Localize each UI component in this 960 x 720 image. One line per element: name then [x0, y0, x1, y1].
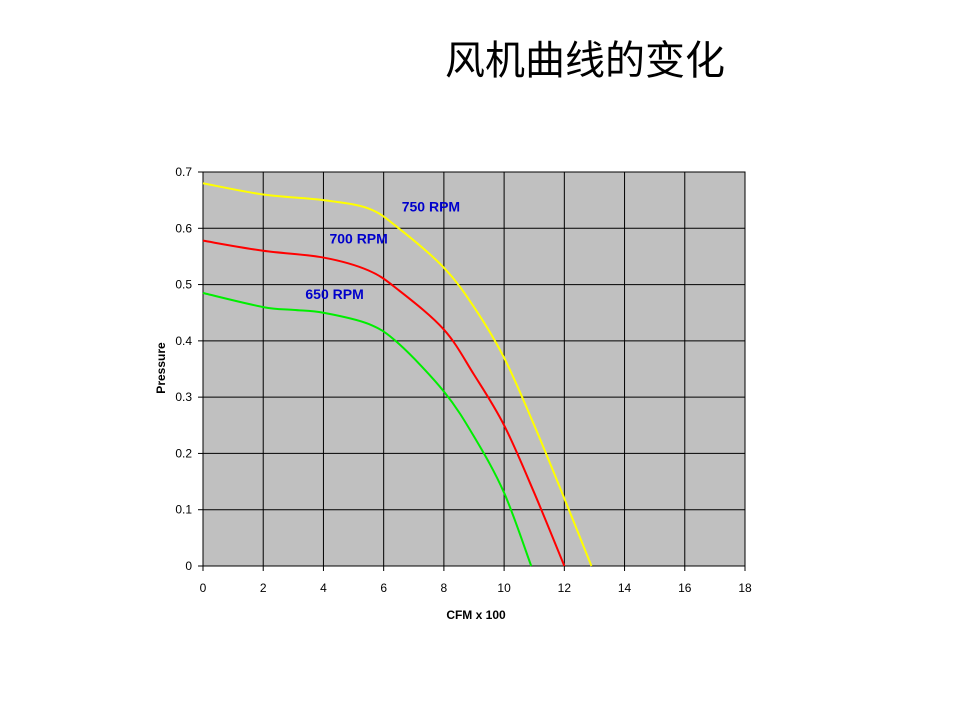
- x-tick-label: 2: [260, 581, 267, 595]
- x-tick-label: 0: [200, 581, 207, 595]
- plot-border: [202, 171, 746, 567]
- y-tick-label: 0.6: [175, 221, 192, 235]
- y-tick-label: 0: [185, 559, 192, 573]
- y-tick-label: 0.2: [175, 446, 192, 460]
- y-tick-label: 0.3: [175, 390, 192, 404]
- x-tick-label: 4: [320, 581, 327, 595]
- y-tick-label: 0.5: [175, 278, 192, 292]
- series-line-650-rpm: [202, 292, 533, 567]
- y-tick-label: 0.4: [175, 334, 192, 348]
- series-label-700-rpm: 700 RPM: [329, 230, 387, 246]
- y-tick-label: 0.7: [175, 165, 192, 179]
- y-tick-label: 0.1: [175, 503, 192, 517]
- x-tick-label: 8: [441, 581, 448, 595]
- x-tick-label: 16: [678, 581, 692, 595]
- series-line-700-rpm: [202, 239, 566, 567]
- y-axis-label: Pressure: [154, 342, 168, 394]
- x-tick-label: 12: [558, 581, 572, 595]
- series-label-750-rpm: 750 RPM: [402, 198, 460, 214]
- plot-area: [203, 172, 745, 566]
- labels-group: 750 RPM 700 RPM 650 RPM: [305, 198, 460, 302]
- x-tick-label: 14: [618, 581, 632, 595]
- x-axis-label: CFM x 100: [446, 608, 506, 622]
- series-group: [202, 182, 593, 567]
- axes: 0 2 4 6 8 10 12 14 16 18 0 0.1 0.2 0.3 0.4 0.5 0.6 0.7: [175, 165, 752, 595]
- slide-title: 风机曲线的变化: [445, 38, 725, 84]
- series-line-750-rpm: [202, 182, 593, 567]
- series-label-650-rpm: 650 RPM: [305, 286, 363, 302]
- x-tick-label: 10: [497, 581, 511, 595]
- x-tick-label: 6: [380, 581, 387, 595]
- x-tick-label: 18: [738, 581, 752, 595]
